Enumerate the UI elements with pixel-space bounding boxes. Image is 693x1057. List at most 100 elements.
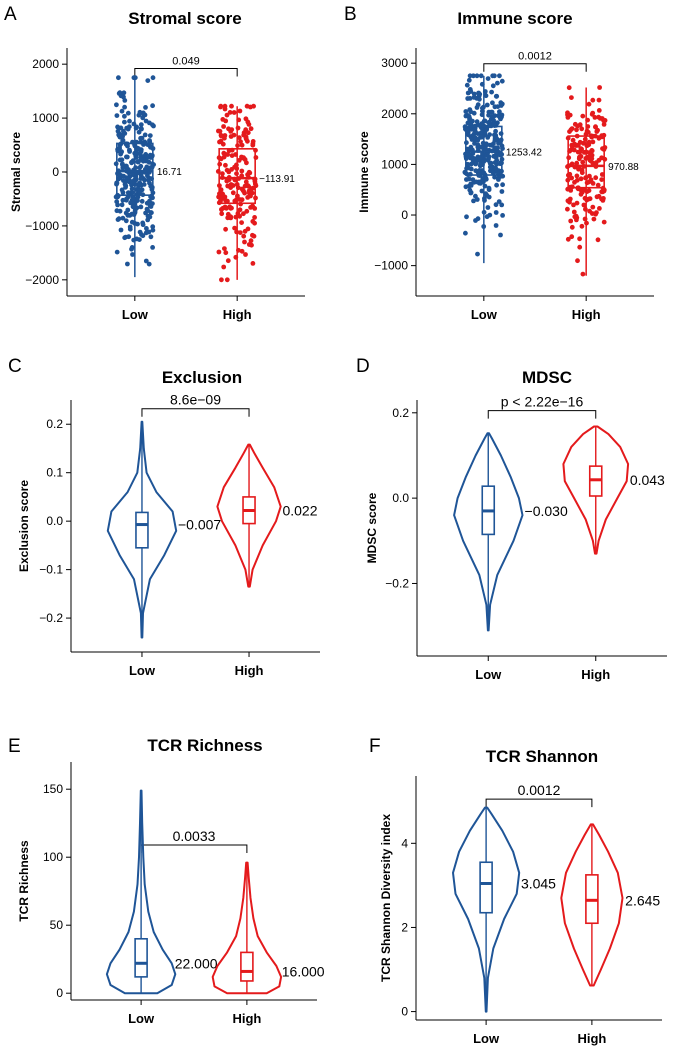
data-point: [117, 172, 123, 178]
data-point: [121, 90, 127, 96]
data-point: [252, 215, 257, 220]
data-point: [220, 171, 225, 177]
median-label: −0.030: [525, 503, 568, 519]
data-point: [239, 248, 245, 254]
data-point: [244, 208, 250, 214]
data-point: [230, 190, 236, 196]
panel-letter: E: [8, 736, 21, 757]
y-tick-label: 2000: [32, 57, 59, 71]
data-point: [478, 73, 484, 79]
data-point: [565, 206, 570, 212]
x-tick-label: High: [572, 307, 601, 322]
data-point: [490, 100, 495, 106]
data-point: [221, 154, 227, 160]
data-point: [137, 151, 143, 157]
data-point: [237, 207, 243, 213]
data-point: [571, 147, 577, 153]
data-point: [243, 136, 249, 142]
median-label: 0.022: [282, 502, 317, 518]
data-point: [140, 222, 146, 228]
data-point: [218, 138, 224, 144]
data-point: [477, 155, 483, 161]
data-point: [499, 78, 505, 84]
x-tick-label: Low: [128, 1011, 155, 1026]
data-point: [141, 182, 147, 187]
data-point: [463, 109, 469, 114]
y-tick-label: 150: [43, 782, 63, 796]
data-point: [122, 113, 127, 119]
data-point: [120, 134, 125, 139]
data-point: [487, 164, 493, 170]
group-high: 0.022: [216, 443, 318, 588]
data-point: [493, 128, 498, 134]
data-point: [244, 160, 249, 166]
data-point: [129, 159, 134, 165]
panel-letter: F: [369, 736, 381, 757]
box: [567, 135, 605, 189]
y-tick-label: 0.0: [46, 514, 63, 528]
data-point: [237, 213, 243, 219]
data-point: [147, 133, 153, 139]
data-point: [114, 113, 120, 118]
group-high: 970.88: [565, 85, 639, 277]
data-point: [466, 77, 472, 83]
data-point: [138, 135, 144, 141]
data-point: [467, 73, 473, 79]
data-point: [221, 124, 227, 129]
data-point: [145, 155, 150, 161]
data-point: [115, 124, 120, 130]
data-point: [216, 249, 222, 255]
data-point: [463, 184, 469, 190]
violin-outline: [562, 425, 630, 555]
data-point: [127, 118, 132, 124]
data-point: [593, 175, 599, 181]
significance-bracket: [487, 410, 597, 419]
data-point: [238, 139, 243, 145]
data-point: [236, 135, 242, 141]
data-point: [593, 124, 598, 130]
data-point: [224, 178, 230, 184]
data-point: [250, 261, 256, 266]
data-point: [228, 134, 234, 139]
y-tick-label: 50: [50, 918, 64, 932]
data-point: [150, 201, 155, 207]
data-point: [118, 151, 123, 157]
data-point: [229, 103, 234, 109]
data-point: [486, 194, 492, 200]
data-point: [590, 204, 596, 210]
p-value-label: 0.0033: [173, 828, 216, 844]
box: [135, 511, 149, 549]
group-high: −113.91: [215, 103, 295, 283]
data-point: [138, 176, 144, 182]
y-tick-label: 0.2: [46, 417, 63, 431]
data-point: [489, 143, 495, 148]
x-tick-label: Low: [475, 667, 502, 682]
data-point: [237, 108, 243, 114]
panel-letter: D: [356, 356, 370, 377]
group-high: 0.043: [562, 425, 665, 555]
data-point: [475, 131, 481, 137]
data-point: [120, 138, 126, 143]
y-tick-label: −0.2: [385, 576, 409, 590]
data-point: [464, 214, 469, 220]
data-point: [119, 157, 125, 163]
data-point: [218, 132, 224, 138]
data-point: [582, 136, 588, 142]
data-point: [119, 108, 125, 114]
data-point: [486, 154, 492, 160]
data-point: [474, 119, 480, 125]
data-point: [569, 175, 574, 181]
data-point: [121, 178, 126, 183]
data-point: [225, 198, 230, 204]
data-point: [591, 216, 597, 222]
data-point: [114, 208, 120, 214]
median-label: −113.91: [259, 174, 295, 185]
data-point: [493, 202, 499, 208]
data-point: [215, 169, 221, 174]
data-point: [124, 163, 129, 169]
data-point: [118, 227, 124, 233]
data-point: [485, 205, 491, 210]
data-point: [493, 166, 499, 172]
box: [479, 861, 493, 914]
data-point: [250, 203, 256, 209]
